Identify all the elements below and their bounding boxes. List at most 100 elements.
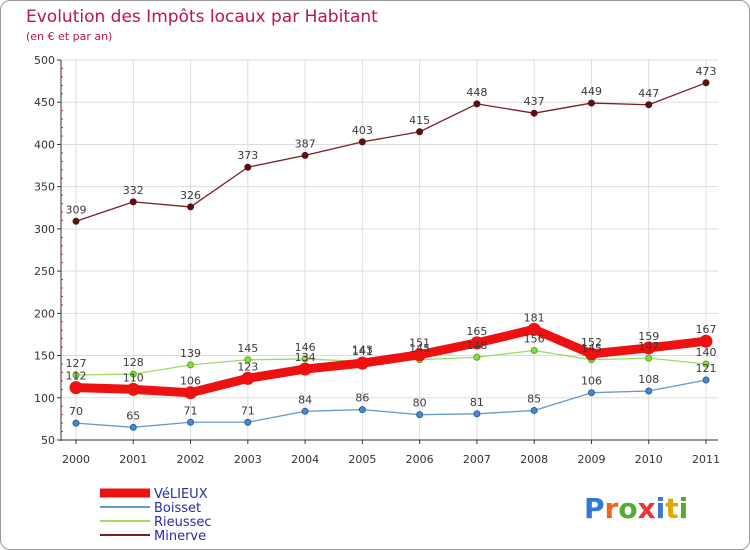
y-tick-label: 450: [34, 96, 55, 109]
axes: 50 100 150 200 250 300 350 400 450 500 2000 2001 200…: [34, 54, 720, 466]
data-point-boisset: [473, 410, 481, 418]
data-label-rieussec: 148: [466, 339, 487, 352]
data-point-rieussec: [530, 346, 538, 354]
series-layer: [69, 79, 713, 431]
data-label-vélieux: 152: [581, 336, 602, 349]
data-point-vélieux: [241, 371, 255, 385]
y-tick-label: 150: [34, 350, 55, 363]
y-tick-label: 300: [34, 223, 55, 236]
series-line-vélieux: [71, 324, 711, 398]
data-point-boisset: [72, 419, 80, 427]
data-point-vélieux: [584, 347, 598, 361]
data-label-rieussec: 146: [295, 341, 316, 354]
x-tick-label: 2008: [520, 453, 548, 466]
data-point-boisset: [129, 423, 137, 431]
x-tick-label: 2009: [577, 453, 605, 466]
data-label-boisset: 108: [638, 373, 659, 386]
data-point-vélieux: [355, 356, 369, 370]
data-point-minerve: [587, 99, 595, 107]
data-point-vélieux: [413, 348, 427, 362]
data-label-boisset: 71: [241, 404, 255, 417]
data-label-vélieux: 165: [466, 325, 487, 338]
data-label-rieussec: 147: [638, 340, 659, 353]
x-tick-label: 2004: [291, 453, 319, 466]
data-label-rieussec: 145: [581, 342, 602, 355]
data-point-minerve: [129, 198, 137, 206]
data-label-minerve: 403: [352, 124, 373, 137]
data-label-minerve: 309: [66, 203, 87, 216]
data-point-vélieux: [527, 322, 541, 336]
logo-text: Proxiti: [584, 492, 688, 525]
data-label-minerve: 332: [123, 184, 144, 197]
data-label-boisset: 71: [184, 404, 198, 417]
data-point-rieussec: [702, 360, 710, 368]
data-label-boisset: 70: [69, 405, 83, 418]
data-labels: 112 110 106 123 134 141 151 165 181 152 159 167 70 65…: [66, 65, 717, 423]
x-tick-label: 2005: [348, 453, 376, 466]
x-tick-label: 2003: [234, 453, 262, 466]
data-point-vélieux: [126, 382, 140, 396]
data-label-vélieux: 141: [352, 345, 373, 358]
x-tick-label: 2002: [177, 453, 205, 466]
legend-label-rieussec: Rieussec: [154, 515, 212, 530]
data-label-minerve: 473: [696, 65, 717, 78]
series-line-boisset: [75, 379, 707, 428]
data-point-boisset: [244, 418, 252, 426]
data-point-vélieux: [298, 362, 312, 376]
data-point-vélieux: [470, 336, 484, 350]
legend-label-vélieux: VéLIEUX: [154, 487, 208, 502]
data-point-vélieux: [699, 334, 713, 348]
x-tick-label: 2011: [692, 453, 720, 466]
data-point-minerve: [244, 163, 252, 171]
x-tick-label: 2006: [406, 453, 434, 466]
data-label-rieussec: 127: [66, 357, 87, 370]
data-point-rieussec: [244, 356, 252, 364]
y-tick-label: 400: [34, 138, 55, 151]
data-point-rieussec: [72, 371, 80, 379]
data-label-minerve: 387: [295, 137, 316, 150]
data-label-rieussec: 156: [524, 332, 545, 345]
data-label-vélieux: 151: [409, 337, 430, 350]
data-point-vélieux: [184, 386, 198, 400]
data-label-rieussec: 139: [180, 347, 201, 360]
series-line-minerve: [75, 82, 707, 222]
data-label-minerve: 448: [466, 86, 487, 99]
data-point-minerve: [416, 128, 424, 136]
data-label-vélieux: 112: [66, 370, 87, 383]
data-label-rieussec: 143: [352, 343, 373, 356]
data-point-minerve: [358, 138, 366, 146]
y-tick-label: 250: [34, 265, 55, 278]
data-point-vélieux: [69, 381, 83, 395]
data-label-boisset: 81: [470, 396, 484, 409]
chart-title: Evolution des Impôts locaux par Habitant: [26, 7, 378, 27]
data-point-boisset: [530, 406, 538, 414]
chart-subtitle: (en € et par an): [26, 30, 112, 43]
y-tick-label: 100: [34, 392, 55, 405]
data-label-minerve: 437: [524, 95, 545, 108]
data-point-minerve: [473, 100, 481, 108]
data-point-minerve: [301, 151, 309, 159]
data-label-vélieux: 123: [237, 360, 258, 373]
data-label-rieussec: 128: [123, 356, 144, 369]
x-tick-label: 2001: [119, 453, 147, 466]
data-point-boisset: [702, 376, 710, 384]
data-label-boisset: 65: [126, 409, 140, 422]
data-point-minerve: [702, 79, 710, 87]
legend-label-boisset: Boisset: [154, 501, 201, 516]
data-label-boisset: 80: [413, 397, 427, 410]
data-point-rieussec: [187, 361, 195, 369]
data-point-minerve: [72, 217, 80, 225]
data-label-boisset: 121: [696, 362, 717, 375]
data-label-vélieux: 106: [180, 375, 201, 388]
data-label-rieussec: 145: [237, 342, 258, 355]
data-label-rieussec: 140: [696, 346, 717, 359]
y-tick-label: 500: [34, 54, 55, 67]
data-point-rieussec: [301, 355, 309, 363]
data-label-vélieux: 181: [524, 311, 545, 324]
data-point-rieussec: [645, 354, 653, 362]
data-label-boisset: 84: [298, 393, 312, 406]
data-point-minerve: [645, 101, 653, 109]
data-point-boisset: [301, 407, 309, 415]
data-point-minerve: [530, 109, 538, 117]
